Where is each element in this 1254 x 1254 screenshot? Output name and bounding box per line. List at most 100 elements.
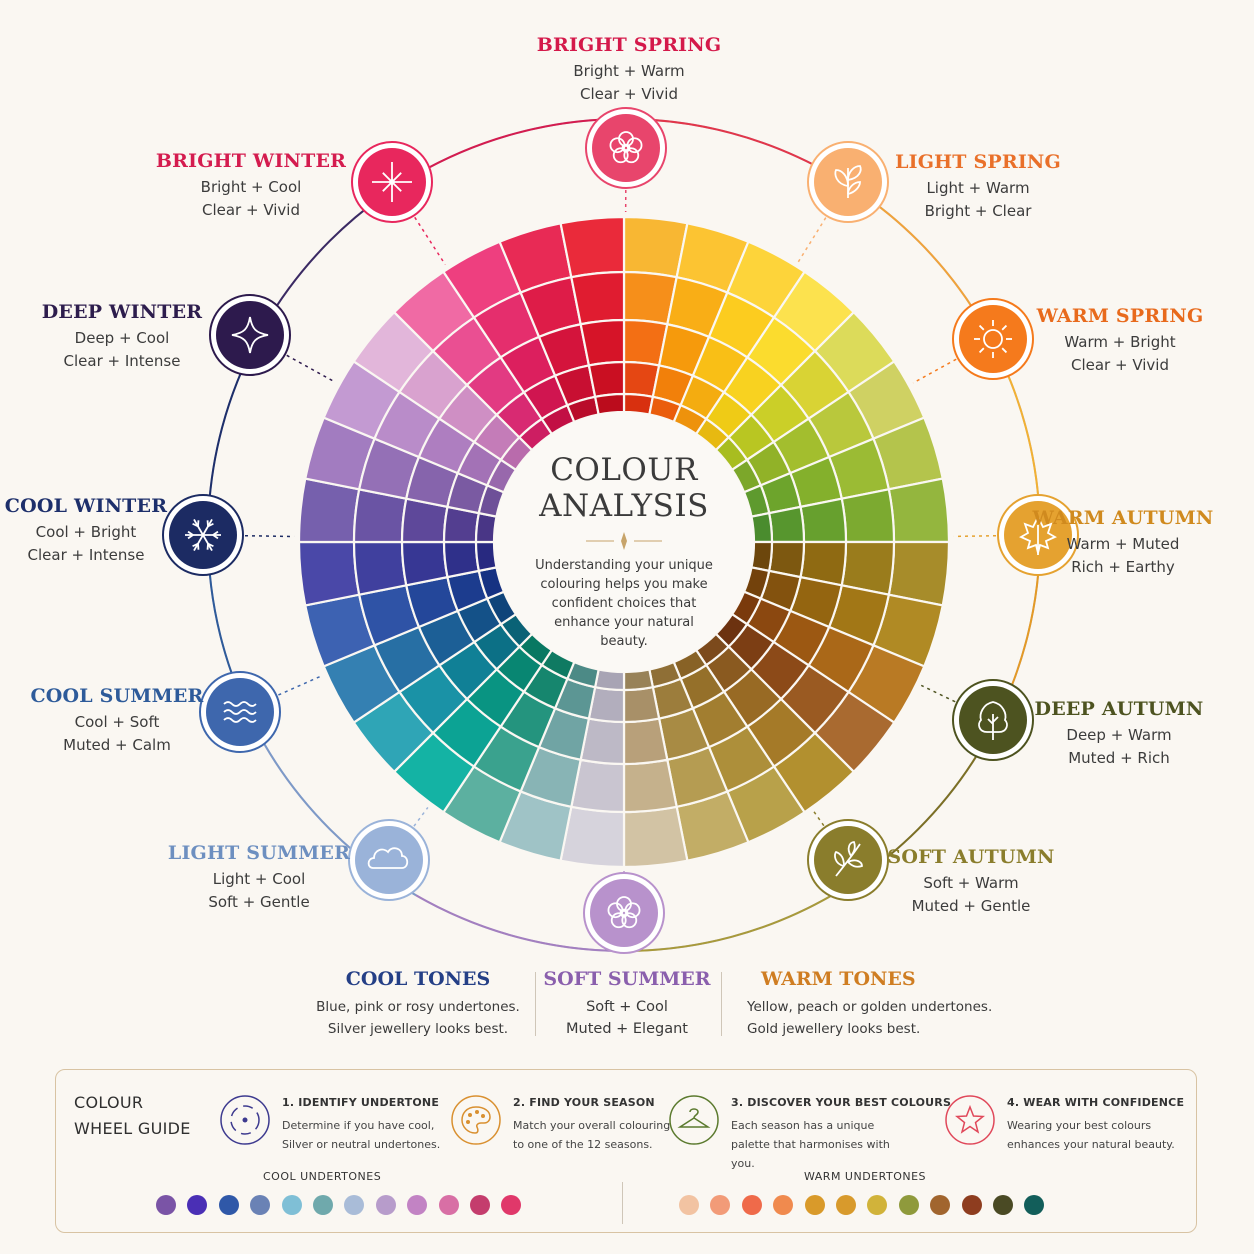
colour-swatch[interactable] (773, 1195, 794, 1215)
season-title: COOL SUMMER (30, 685, 204, 707)
medallion-warm-spring (952, 298, 1034, 380)
palette-icon (451, 1095, 501, 1145)
flower-icon (609, 131, 643, 164)
colour-wheel-guide-panel: COLOUR WHEEL GUIDE 1. IDENTIFY UNDERTONE… (55, 1069, 1197, 1233)
season-line2: Rich + Earthy (1071, 558, 1175, 576)
medallion-fill (355, 826, 423, 894)
colour-swatch[interactable] (741, 1195, 762, 1215)
season-line1: Warm + Muted (1066, 535, 1180, 553)
guide-title-line1: COLOUR (74, 1093, 144, 1112)
cool-tones-line1: Blue, pink or rosy undertones. (316, 999, 520, 1015)
colour-swatch[interactable] (156, 1195, 176, 1215)
colour-swatch[interactable] (1024, 1195, 1045, 1215)
center-title-line1: COLOUR (550, 452, 698, 488)
wheel-segment (570, 270, 626, 326)
warm-tones-line2: Gold jewellery looks best. (747, 1021, 921, 1037)
season-title: DEEP WINTER (41, 301, 203, 323)
season-title: LIGHT SUMMER (167, 842, 351, 864)
cool-tones-block: COOL TONES Blue, pink or rosy undertones… (298, 968, 538, 1040)
season-line1: Bright + Warm (573, 62, 685, 80)
connector-line (813, 811, 825, 827)
season-line2: Clear + Vivid (1071, 356, 1169, 374)
season-medallions (162, 107, 1079, 954)
step-description: Each season has a unique palette that ha… (731, 1119, 890, 1170)
wheel-segment (622, 685, 661, 724)
connector-line (797, 217, 827, 263)
colour-swatch[interactable] (218, 1195, 239, 1215)
star-sparkle-icon (231, 316, 269, 354)
connector-line (953, 534, 997, 538)
season-label-soft-autumn: SOFT AUTUMN Soft + Warm Muted + Gentle (851, 846, 1091, 918)
season-line1: Warm + Bright (1064, 333, 1176, 351)
colour-swatch[interactable] (281, 1195, 302, 1215)
starburst-icon (372, 162, 412, 202)
colour-swatch[interactable] (804, 1195, 825, 1215)
step-description: Determine if you have cool, Silver or ne… (282, 1119, 441, 1151)
colour-swatch[interactable] (187, 1195, 208, 1215)
season-label-warm-spring: WARM SPRING Warm + Bright Clear + Vivid (1000, 305, 1240, 377)
colour-swatch[interactable] (836, 1195, 856, 1215)
center-description: Understanding your unique colouring help… (535, 558, 713, 649)
season-label-cool-summer: COOL SUMMER Cool + Soft Muted + Calm (0, 685, 237, 757)
warm-swatch-row (679, 1195, 1059, 1215)
wheel-segment (622, 717, 669, 766)
leaf-sprout-icon (834, 165, 862, 198)
colour-swatch[interactable] (867, 1195, 888, 1215)
colour-swatch[interactable] (898, 1195, 919, 1215)
season-label-deep-autumn: DEEP AUTUMN Deep + Warm Muted + Rich (999, 698, 1239, 770)
wheel-segment (622, 668, 655, 692)
medallion-light-summer (348, 819, 430, 901)
season-line1: Deep + Warm (1066, 726, 1172, 744)
soft-summer-title: SOFT SUMMER (543, 968, 711, 990)
step-title: 3. DISCOVER YOUR BEST COLOURS (731, 1096, 952, 1109)
colour-swatch[interactable] (993, 1195, 1013, 1215)
warm-tones-title: WARM TONES (761, 968, 916, 990)
colour-swatch[interactable] (501, 1195, 522, 1215)
medallion-fill (592, 114, 660, 182)
season-line2: Clear + Intense (63, 352, 181, 370)
branch-icon (834, 841, 863, 877)
guide-title-line2: WHEEL GUIDE (74, 1119, 191, 1138)
warm-tones-line1: Yellow, peach or golden undertones. (747, 999, 993, 1015)
colour-swatch[interactable] (470, 1195, 490, 1215)
season-line2: Bright + Clear (924, 202, 1032, 220)
colour-swatch[interactable] (344, 1195, 365, 1215)
season-title: BRIGHT SPRING (536, 34, 722, 56)
center-ornament (586, 532, 662, 550)
wheel-segment (297, 540, 361, 607)
season-line1: Cool + Soft (74, 713, 160, 731)
wheel-segment (587, 360, 626, 399)
season-title: LIGHT SPRING (895, 151, 1061, 173)
colour-swatch[interactable] (438, 1195, 459, 1215)
colour-swatch[interactable] (710, 1195, 731, 1215)
colour-swatch[interactable] (407, 1195, 428, 1215)
season-line2: Muted + Gentle (911, 897, 1031, 915)
cool-swatch-row (156, 1195, 536, 1215)
season-label-warm-autumn: WARM AUTUMN Warm + Muted Rich + Earthy (1006, 507, 1240, 579)
wheel-segment (750, 511, 774, 544)
star-icon (945, 1095, 995, 1145)
center-title-line2: ANALYSIS (539, 488, 709, 524)
step-description: Match your overall colouring to one of t… (513, 1119, 671, 1151)
colour-swatch[interactable] (375, 1195, 396, 1215)
soft-summer-line2: Muted + Elegant (566, 1021, 688, 1037)
wheel-segment (622, 392, 655, 416)
colour-swatch[interactable] (250, 1195, 271, 1215)
colour-swatch[interactable] (961, 1195, 982, 1215)
soft-summer-line1: Soft + Cool (586, 999, 668, 1015)
step-title: 1. IDENTIFY UNDERTONE (282, 1096, 440, 1109)
maple-leaf-icon (1019, 514, 1057, 555)
wheel-segment (887, 477, 951, 544)
step-title: 4. WEAR WITH CONFIDENCE (1007, 1096, 1185, 1109)
cool-undertones-label: COOL UNDERTONES (263, 1170, 382, 1183)
colour-swatch[interactable] (313, 1195, 333, 1215)
season-line1: Light + Cool (212, 870, 306, 888)
soft-summer-block: SOFT SUMMER Soft + Cool Muted + Elegant (537, 968, 717, 1040)
wheel-segment (799, 497, 848, 544)
colour-swatch[interactable] (930, 1195, 951, 1215)
season-line2: Muted + Rich (1068, 749, 1170, 767)
snowflake-icon (185, 518, 221, 552)
season-label-light-spring: LIGHT SPRING Light + Warm Bright + Clear (858, 151, 1098, 223)
colour-swatch[interactable] (679, 1195, 699, 1215)
wheel-segment (559, 215, 626, 279)
